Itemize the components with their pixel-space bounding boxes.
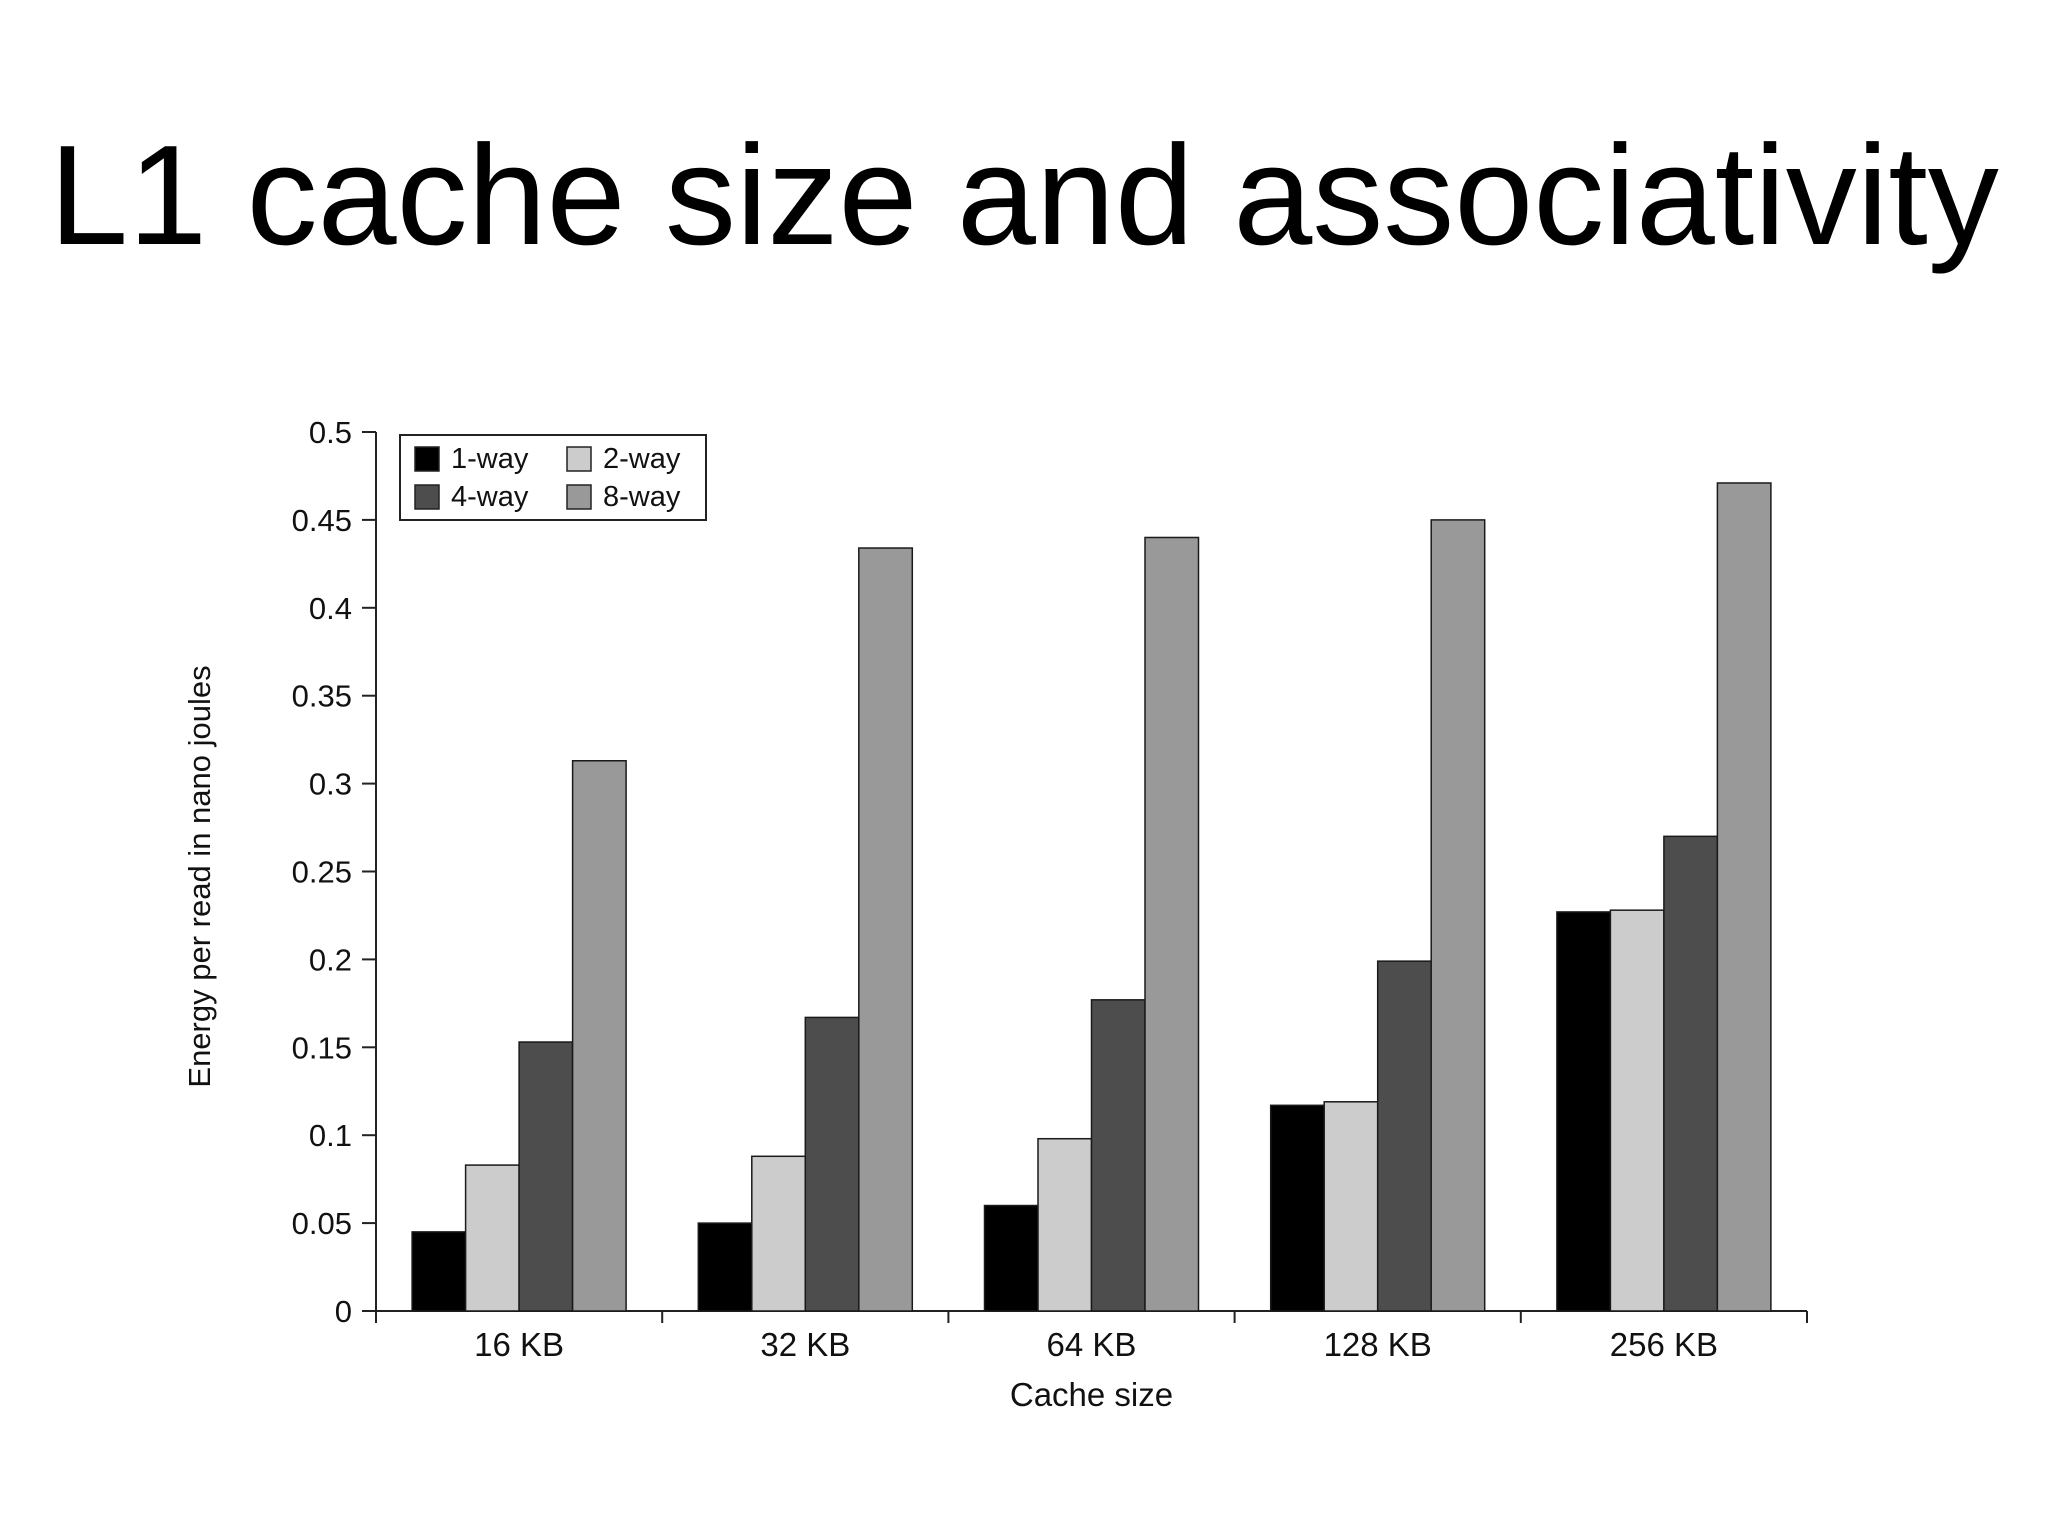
legend-label: 1-way <box>451 443 529 475</box>
bar <box>697 1222 753 1312</box>
slide-title: L1 cache size and associativity <box>49 116 1999 275</box>
legend-label: 2-way <box>603 443 681 475</box>
x-axis: 16 KB 32 KB 64 KB 128 KB 256 KB <box>375 1310 1808 1363</box>
y-tick-label: 0.2 <box>309 942 352 977</box>
bar <box>571 759 627 1312</box>
legend-label: 4-way <box>451 481 529 513</box>
bar <box>1430 519 1486 1312</box>
x-tick-label: 16 KB <box>474 1326 564 1363</box>
bars <box>411 482 1772 1312</box>
legend-swatch <box>414 446 440 472</box>
legend: 1-way 2-way 4-way 8-way <box>399 434 707 521</box>
bar <box>1269 1104 1325 1312</box>
bar <box>1037 1137 1093 1312</box>
y-tick-label: 0.15 <box>292 1030 352 1065</box>
bar <box>858 547 914 1312</box>
y-tick-label: 0.05 <box>292 1206 352 1241</box>
y-tick-label: 0.5 <box>309 415 352 450</box>
y-tick-label: 0.1 <box>309 1118 352 1153</box>
bar <box>1144 536 1200 1312</box>
bar <box>1323 1101 1379 1312</box>
y-tick-label: 0.35 <box>292 679 352 714</box>
bar <box>1609 909 1665 1312</box>
y-tick-label: 0 <box>335 1294 352 1329</box>
legend-label: 8-way <box>603 481 681 513</box>
y-axis: 0 0.05 0.1 0.15 0.2 0.25 0.3 0.35 0.4 0.45 0.5 <box>292 415 377 1329</box>
bar <box>1556 911 1612 1312</box>
x-tick-label: 32 KB <box>760 1326 850 1363</box>
bar <box>751 1155 807 1312</box>
bar <box>464 1164 520 1312</box>
bar <box>1090 999 1146 1312</box>
x-tick-label: 64 KB <box>1047 1326 1137 1363</box>
x-tick-label: 128 KB <box>1324 1326 1432 1363</box>
bar <box>804 1016 860 1312</box>
bar <box>1663 835 1719 1312</box>
y-tick-label: 0.4 <box>309 591 352 626</box>
x-axis-label: Cache size <box>1010 1376 1173 1413</box>
legend-swatch <box>566 446 592 472</box>
bar <box>518 1041 574 1312</box>
legend-swatch <box>566 484 592 510</box>
bar <box>1716 482 1772 1312</box>
x-tick-label: 256 KB <box>1610 1326 1718 1363</box>
legend-box <box>399 434 707 521</box>
y-axis-label: Energy per read in nano joules <box>182 665 217 1087</box>
y-tick-label: 0.3 <box>309 767 352 802</box>
bar <box>983 1204 1039 1312</box>
bar <box>1376 960 1432 1312</box>
legend-swatch <box>414 484 440 510</box>
bar <box>411 1231 467 1312</box>
y-tick-label: 0.45 <box>292 503 352 538</box>
y-tick-label: 0.25 <box>292 855 352 890</box>
